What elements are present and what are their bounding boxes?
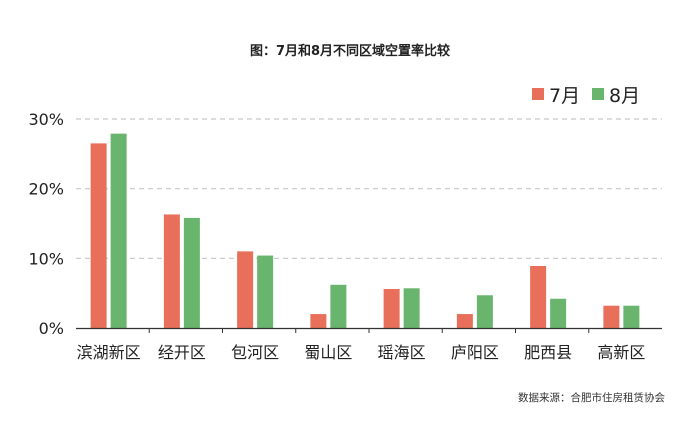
x-tick-label: 包河区	[231, 343, 279, 362]
y-tick-label: 30%	[28, 110, 64, 129]
y-axis-ticks: 0% 10% 20% 30%	[28, 110, 64, 338]
legend-swatch-jul	[532, 88, 544, 100]
y-tick-label: 0%	[39, 319, 64, 338]
bar-jul	[530, 265, 547, 328]
legend-label-jul: 7月	[549, 85, 580, 107]
legend-swatch-aug	[592, 88, 604, 100]
legend: 7月 8月	[532, 85, 640, 107]
bar-aug	[110, 133, 127, 328]
x-tick-label: 滨湖新区	[77, 343, 141, 362]
x-axis-ticks: 滨湖新区 经开区 包河区 蜀山区 瑶海区 庐阳区 肥西县 高新区	[77, 328, 645, 362]
source-note: 数据来源：合肥市住房租赁协会	[518, 391, 665, 404]
y-tick-label: 10%	[28, 249, 64, 268]
x-tick-label: 高新区	[597, 343, 645, 362]
bar-aug	[476, 295, 493, 328]
x-tick-label: 瑶海区	[378, 343, 426, 362]
bar-jul	[456, 314, 473, 328]
bar-jul	[237, 251, 254, 328]
legend-label-aug: 8月	[609, 85, 640, 107]
bar-aug	[403, 288, 420, 328]
bar-jul	[310, 314, 327, 328]
grid-lines	[76, 118, 662, 259]
x-tick-label: 经开区	[158, 343, 206, 362]
y-tick-label: 20%	[28, 180, 64, 199]
bar-aug	[183, 217, 200, 328]
bar-jul	[383, 288, 400, 328]
bar-aug	[330, 284, 347, 328]
x-tick-label: 肥西县	[524, 343, 572, 362]
bar-aug	[550, 298, 567, 328]
bars	[90, 133, 640, 328]
bar-jul	[603, 305, 620, 328]
chart-title: 图：7月和8月不同区域空置率比较	[250, 43, 450, 59]
bar-aug	[623, 305, 640, 328]
x-tick-label: 蜀山区	[304, 343, 352, 362]
bar-aug	[257, 255, 274, 328]
bar-jul	[163, 214, 180, 328]
x-tick-label: 庐阳区	[451, 343, 499, 362]
bar-jul	[90, 143, 107, 328]
